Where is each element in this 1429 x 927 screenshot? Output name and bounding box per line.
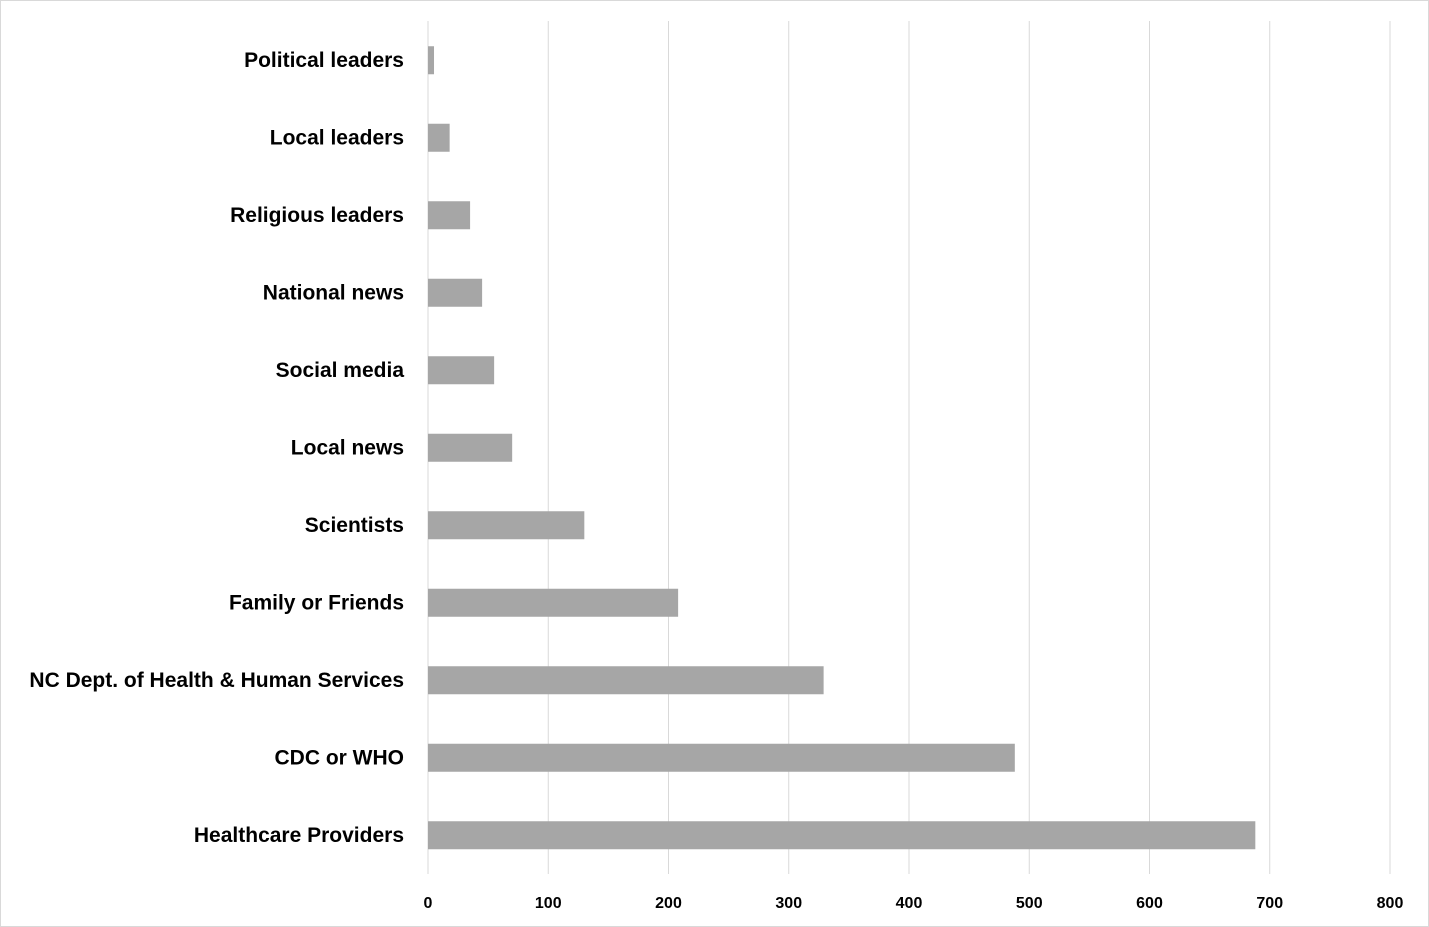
category-label: Local leaders: [270, 126, 404, 149]
category-label: Healthcare Providers: [194, 824, 404, 847]
x-tick-label: 100: [535, 895, 562, 912]
category-label: Religious leaders: [230, 204, 404, 227]
bar: [428, 433, 513, 462]
x-tick-label: 400: [896, 895, 923, 912]
x-tick-label: 300: [775, 895, 802, 912]
category-label: Political leaders: [244, 49, 404, 72]
gridlines: [427, 21, 1391, 874]
category-labels: Political leaders Local leaders Religious …: [29, 49, 404, 847]
bar: [428, 666, 824, 695]
bars: [428, 46, 1256, 850]
bar: [428, 588, 679, 617]
category-label: CDC or WHO: [275, 746, 405, 769]
x-tick-label: 500: [1016, 895, 1043, 912]
bar: [428, 46, 435, 75]
category-label: National news: [263, 281, 404, 304]
x-tick-label: 200: [655, 895, 682, 912]
bar: [428, 743, 1015, 772]
x-tick-label: 0: [424, 895, 433, 912]
x-tick-labels: 0 100 200 300 400 500 600 700 800: [424, 895, 1404, 912]
category-label: Local news: [291, 436, 404, 459]
x-tick-label: 700: [1256, 895, 1283, 912]
x-tick-label: 600: [1136, 895, 1163, 912]
bar: [428, 201, 471, 230]
category-label: Social media: [276, 359, 405, 382]
category-label: Scientists: [305, 514, 404, 537]
category-label: NC Dept. of Health & Human Services: [29, 669, 404, 692]
bar: [428, 123, 450, 152]
bar: [428, 278, 483, 307]
category-label: Family or Friends: [229, 591, 404, 614]
x-tick-label: 800: [1377, 895, 1404, 912]
bar: [428, 821, 1256, 850]
bar: [428, 511, 585, 540]
bar: [428, 356, 495, 385]
